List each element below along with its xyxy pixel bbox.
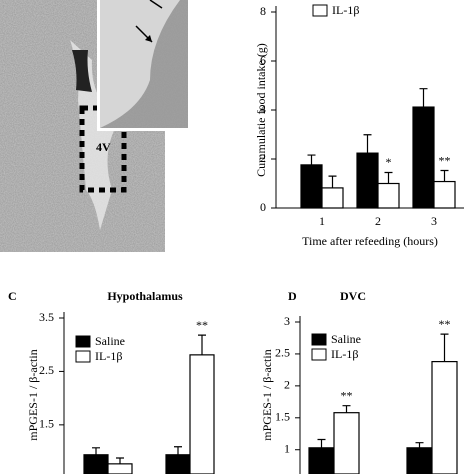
significance: ** bbox=[196, 318, 208, 332]
x-axis-label: Time after refeeding (hours) bbox=[302, 234, 438, 248]
legend-label: Saline bbox=[331, 332, 361, 346]
x-tick-label: 2 bbox=[375, 214, 381, 228]
bar bbox=[433, 180, 456, 209]
error-bar bbox=[116, 457, 124, 464]
error-bar bbox=[328, 175, 337, 188]
error-bar bbox=[440, 333, 449, 362]
legend-label: IL-1β bbox=[332, 3, 359, 17]
chart-title: Hypothalamus bbox=[107, 289, 183, 303]
error-bar bbox=[174, 446, 182, 455]
arrow-head bbox=[145, 35, 152, 42]
y-axis-label: mPGES-1 / β-actin bbox=[260, 349, 274, 440]
y-tick-label: 0 bbox=[260, 200, 266, 214]
panel-letter: D bbox=[288, 289, 297, 303]
bar bbox=[412, 106, 435, 209]
error-bar bbox=[440, 169, 449, 182]
error-bar bbox=[92, 447, 100, 455]
y-tick-label: 2.5 bbox=[39, 363, 54, 377]
bar bbox=[308, 447, 335, 474]
error-bar bbox=[419, 88, 428, 108]
dark-region bbox=[72, 50, 92, 92]
dotted-box bbox=[79, 105, 127, 193]
y-tick-label: 2.5 bbox=[275, 346, 290, 360]
bar bbox=[189, 354, 215, 474]
y-axis-label: Cummulatie food intake (g) bbox=[254, 43, 268, 177]
legend-label: IL-1β bbox=[331, 347, 358, 361]
y-tick-label: 1 bbox=[284, 441, 290, 455]
error-bar bbox=[415, 442, 424, 448]
significance: * bbox=[386, 155, 392, 169]
chart-title: DVC bbox=[340, 289, 366, 303]
arrow bbox=[149, 0, 163, 9]
bar bbox=[107, 463, 133, 474]
y-axis-label: mPGES-1 / β-actin bbox=[26, 349, 40, 440]
bar bbox=[165, 454, 191, 474]
y-tick-label: 1.5 bbox=[39, 417, 54, 431]
legend-label: IL-1β bbox=[95, 349, 122, 363]
region-label: 4V bbox=[96, 140, 111, 154]
panel-letter: C bbox=[8, 289, 17, 303]
y-tick-label: 8 bbox=[260, 4, 266, 18]
y-tick-label: 2 bbox=[284, 378, 290, 392]
legend-swatch bbox=[75, 350, 91, 363]
bar bbox=[406, 447, 433, 474]
y-tick-label: 3 bbox=[284, 314, 290, 328]
micrograph: 4V bbox=[0, 0, 191, 252]
legend-swatch bbox=[312, 4, 328, 17]
error-bar bbox=[363, 134, 372, 154]
x-tick-label: 1 bbox=[319, 214, 325, 228]
legend-label: Saline bbox=[95, 334, 125, 348]
y-tick-label: 3.5 bbox=[39, 310, 54, 324]
bar bbox=[83, 454, 109, 474]
y-tick-label: 2 bbox=[260, 151, 266, 165]
bar bbox=[333, 412, 360, 474]
significance: ** bbox=[439, 317, 451, 331]
significance: ** bbox=[439, 153, 451, 167]
inset-lumen bbox=[100, 0, 180, 128]
bar bbox=[377, 182, 400, 209]
error-bar bbox=[317, 438, 326, 448]
bar bbox=[321, 187, 344, 209]
error-bar bbox=[342, 405, 351, 413]
bar bbox=[431, 360, 458, 474]
error-bar bbox=[307, 154, 316, 165]
bar bbox=[300, 164, 323, 209]
y-tick-label: 6 bbox=[260, 53, 266, 67]
significance: ** bbox=[341, 388, 353, 402]
legend-swatch bbox=[75, 335, 91, 348]
y-tick-label: 1.5 bbox=[275, 410, 290, 424]
bar bbox=[356, 152, 379, 209]
y-tick-label: 4 bbox=[260, 102, 266, 116]
error-bar bbox=[384, 171, 393, 184]
x-tick-label: 3 bbox=[431, 214, 437, 228]
legend-swatch bbox=[311, 348, 327, 361]
legend-swatch bbox=[311, 333, 327, 346]
error-bar bbox=[198, 334, 206, 355]
